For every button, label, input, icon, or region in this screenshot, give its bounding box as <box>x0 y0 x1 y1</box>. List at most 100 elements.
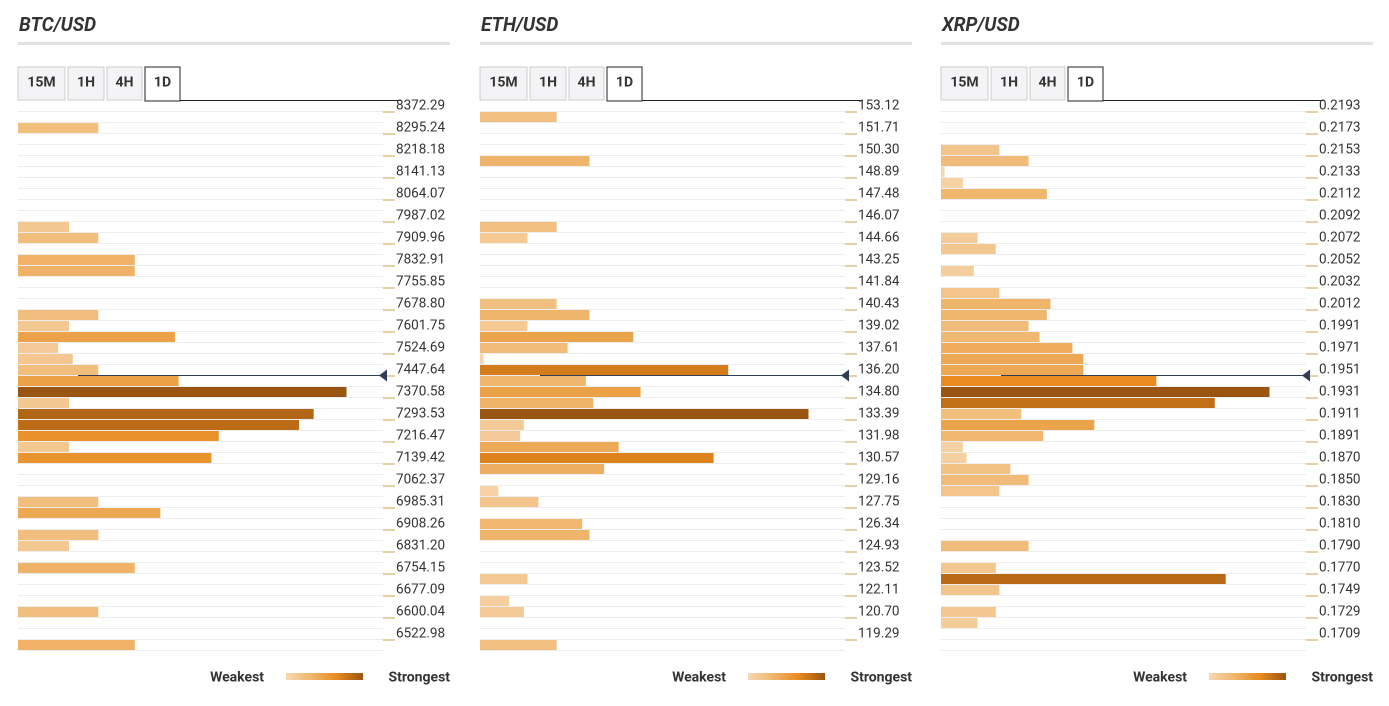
y-tick-label: 150.30 <box>858 142 900 158</box>
y-tick-label: 7062.37 <box>396 472 445 488</box>
y-tick-label: 0.2092 <box>1319 208 1361 224</box>
legend-scale <box>1209 673 1286 680</box>
y-tick-label: 7987.02 <box>396 208 445 224</box>
y-tick-label: 124.93 <box>858 538 900 554</box>
bar <box>18 222 70 232</box>
bar <box>941 585 1000 595</box>
bar <box>941 541 1029 551</box>
y-tick-label: 0.1971 <box>1319 340 1361 356</box>
bar <box>941 233 978 243</box>
tab[interactable] <box>940 66 989 101</box>
y-tick-label: 127.75 <box>858 494 900 510</box>
y-tick-label: 120.70 <box>858 604 900 620</box>
title-underline <box>480 42 912 45</box>
bar <box>480 376 586 386</box>
tab-label: 15M <box>950 75 978 91</box>
tab-label: 1D <box>154 75 171 91</box>
bar <box>941 453 967 463</box>
bar <box>18 442 70 452</box>
bar <box>480 530 590 540</box>
y-tick-label: 6600.04 <box>396 604 445 620</box>
chart-title: BTC/USD <box>19 13 96 36</box>
y-tick-label: 0.1830 <box>1319 494 1361 510</box>
tab[interactable] <box>1029 66 1066 101</box>
y-tick-label: 0.2173 <box>1319 120 1361 136</box>
bar <box>480 519 583 529</box>
tab[interactable] <box>67 66 105 101</box>
tab-label: 1H <box>539 75 557 91</box>
y-tick-label: 7524.69 <box>396 340 445 356</box>
bar <box>941 618 978 628</box>
bar <box>18 640 135 650</box>
y-tick-label: 7139.42 <box>396 450 445 466</box>
tab[interactable] <box>17 66 66 101</box>
legend-scale <box>286 673 363 680</box>
bar <box>18 563 135 573</box>
bar <box>941 365 1084 375</box>
y-tick-label: 151.71 <box>858 120 900 136</box>
bar <box>480 365 729 375</box>
bar <box>480 640 557 650</box>
y-tick-label: 8295.24 <box>396 120 445 136</box>
y-tick-label: 122.11 <box>858 582 900 598</box>
tab[interactable] <box>479 66 528 101</box>
bar <box>941 431 1044 441</box>
bar <box>480 387 641 397</box>
y-tick-label: 148.89 <box>858 164 900 180</box>
bar <box>480 321 528 331</box>
bar <box>941 266 974 276</box>
y-tick-label: 137.61 <box>858 340 900 356</box>
tab[interactable] <box>529 66 567 101</box>
current-level-arrow <box>379 369 387 382</box>
bar <box>480 222 557 232</box>
y-tick-label: 133.39 <box>858 406 900 422</box>
y-tick-label: 0.2133 <box>1319 164 1361 180</box>
bar <box>480 420 524 430</box>
bar <box>18 310 99 320</box>
bar <box>18 508 161 518</box>
bar <box>941 442 963 452</box>
tab[interactable] <box>568 66 605 101</box>
bar <box>18 387 347 397</box>
bar <box>941 156 1029 166</box>
bar <box>480 233 528 243</box>
tab-label: 4H <box>1039 75 1057 91</box>
bar <box>18 530 99 540</box>
bar <box>480 156 590 166</box>
bar <box>480 486 499 496</box>
bar <box>941 574 1226 584</box>
bar <box>18 266 135 276</box>
bar <box>941 178 963 188</box>
tab-active[interactable] <box>1067 66 1104 102</box>
tab[interactable] <box>106 66 143 101</box>
bar <box>18 453 212 463</box>
bar <box>941 244 996 254</box>
bar <box>941 288 1000 298</box>
y-tick-label: 0.1891 <box>1319 428 1361 444</box>
bar <box>480 354 484 364</box>
tab-label: 15M <box>489 75 517 91</box>
tab-active[interactable] <box>606 66 643 102</box>
tab[interactable] <box>990 66 1028 101</box>
bar <box>18 332 175 342</box>
tab-active[interactable] <box>144 66 181 102</box>
y-tick-label: 0.1749 <box>1319 582 1361 598</box>
y-tick-label: 8218.18 <box>396 142 445 158</box>
legend-high: Strongest <box>850 670 912 686</box>
y-tick-label: 7447.64 <box>396 362 445 378</box>
y-tick-label: 0.1709 <box>1319 626 1361 642</box>
y-tick-label: 147.48 <box>858 186 900 202</box>
bar <box>941 167 945 177</box>
legend-high: Strongest <box>1311 670 1373 686</box>
bar <box>941 464 1011 474</box>
bar <box>480 112 557 122</box>
legend-low: Weakest <box>210 670 264 686</box>
bar <box>18 376 179 386</box>
bar <box>941 607 996 617</box>
y-tick-label: 0.2112 <box>1319 186 1361 202</box>
bar <box>18 365 99 375</box>
y-tick-label: 0.2153 <box>1319 142 1361 158</box>
bar <box>941 145 1000 155</box>
